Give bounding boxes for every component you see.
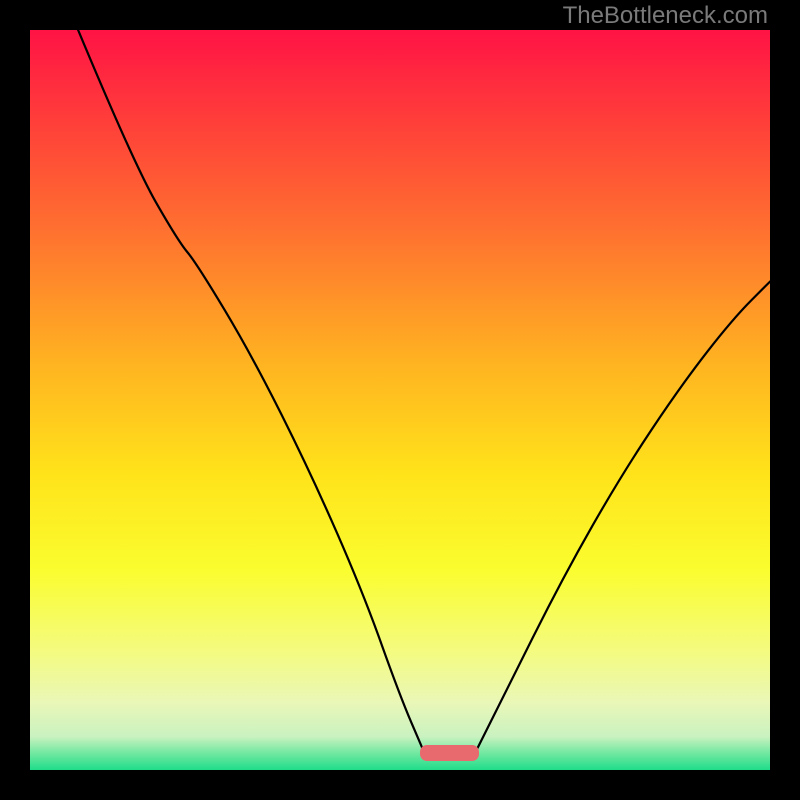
- border-right: [770, 0, 800, 800]
- plot-area: [30, 30, 770, 770]
- border-left: [0, 0, 30, 800]
- optimal-marker: [420, 745, 479, 761]
- watermark-text: TheBottleneck.com: [563, 2, 768, 30]
- chart-stage: TheBottleneck.com: [0, 0, 800, 800]
- border-bottom: [0, 770, 800, 800]
- bottleneck-curve: [30, 30, 770, 770]
